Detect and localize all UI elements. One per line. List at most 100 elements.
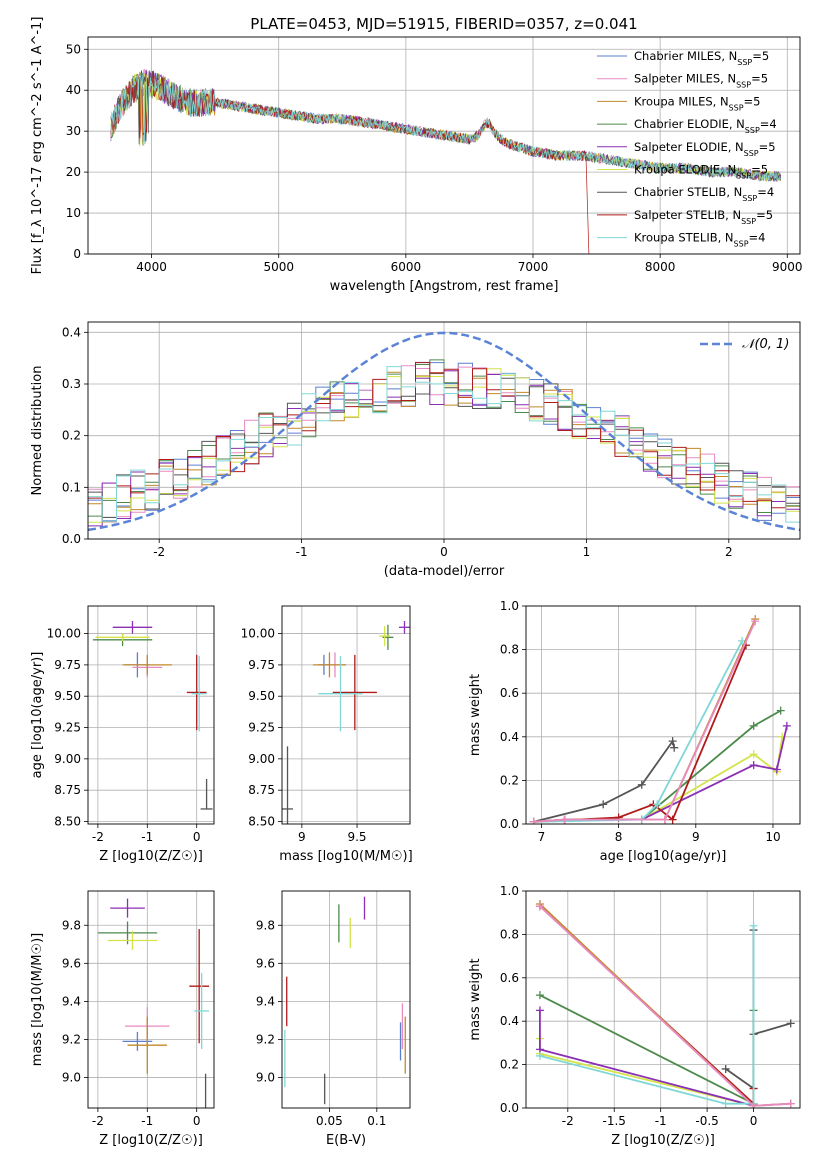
tick-label-y: 9.4	[62, 994, 81, 1008]
weight-marker	[782, 721, 791, 730]
weight-line	[539, 994, 755, 1106]
tick-label-y: 9.6	[62, 956, 81, 970]
tick-label-x: -1.5	[603, 1114, 626, 1128]
plot-area	[92, 621, 213, 810]
tick-label-y: 50	[66, 42, 81, 56]
tick-label-y: 9.4	[256, 994, 275, 1008]
axis-label-x: mass [log10(M/M☉)]	[279, 849, 412, 864]
tick-label-x: 0	[440, 545, 448, 559]
tick-label-y: 0.2	[62, 429, 81, 443]
panel-residuals: -2 -1 0 1 2 0.0 0.1 0.2 0.3 0.4 (data-model)/error…	[30, 321, 801, 579]
weight-line	[539, 925, 755, 1105]
tick-label-y: 9.0	[62, 1071, 81, 1085]
tick-label-x: 5000	[263, 260, 294, 274]
panel-mass-vs-EBV: 0.05 0.1 9.0 9.2 9.4 9.6 9.8 E(B-V)	[256, 890, 411, 1148]
panel-weight-vs-age: 7 8 9 10 0.0 0.2 0.4 0.6 0.8 1.0 age [log10(age/yr…	[468, 599, 801, 864]
legend-label: Kroupa STELIB, NSSP=4	[634, 231, 765, 249]
axes-frame	[525, 890, 801, 1109]
weight-marker	[749, 761, 758, 770]
legend: Chabrier MILES, NSSP=5 Salpeter MILES, NS…	[597, 49, 777, 248]
tick-label-x: -1	[141, 1114, 153, 1128]
axes-frame	[525, 605, 801, 825]
plot-area	[110, 68, 782, 254]
tick-label-y: 8.75	[54, 783, 81, 797]
tick-label-y: 0.2	[500, 1058, 519, 1072]
normal-curve	[88, 331, 800, 532]
weight-marker	[749, 1101, 758, 1108]
weight-line	[539, 1010, 755, 1107]
spectrum-line	[110, 72, 781, 183]
tick-label-x: -0.5	[695, 1114, 718, 1128]
tick-label-x: 9.5	[347, 830, 366, 844]
axis-label-x: Z [log10(Z/Z☉)]	[99, 1133, 203, 1148]
weight-marker	[751, 617, 760, 626]
tick-label-x: 4000	[136, 260, 167, 274]
tick-label-y: 9.2	[256, 1032, 275, 1046]
tick-label-y: 9.00	[54, 752, 81, 766]
axis-label-y: mass [log10(M/M☉)]	[30, 933, 45, 1066]
tick-label-x: -2	[562, 1114, 574, 1128]
tick-label-x: 1	[583, 545, 591, 559]
tick-label-y: 9.25	[54, 721, 81, 735]
spectrum-line	[110, 70, 590, 254]
weight-marker	[535, 1051, 544, 1060]
weight-marker	[535, 902, 544, 911]
axes-frame	[281, 605, 411, 825]
legend-label: 𝒩(0, 1)	[742, 337, 789, 352]
tick-label-y: 9.50	[248, 689, 275, 703]
tick-label-x: 6000	[391, 260, 422, 274]
tick-label-y: 1.0	[500, 884, 519, 898]
weight-marker	[529, 817, 538, 824]
tick-label-y: 10.00	[47, 627, 81, 641]
tick-label-y: 8.50	[248, 814, 275, 828]
tick-label-x: -1	[296, 545, 308, 559]
tick-label-x: 0	[750, 1114, 758, 1128]
tick-label-y: 0.0	[500, 817, 519, 831]
weight-marker	[749, 721, 758, 730]
tick-label-x: -1	[141, 830, 153, 844]
axis-label-y: Flux [f_λ 10^-17 erg cm^-2 s^-1 A^-1]	[30, 17, 45, 275]
plot-area	[284, 896, 406, 1105]
legend-label: Salpeter ELODIE, NSSP=5	[634, 140, 776, 158]
legend-label: Kroupa ELODIE, NSSP=5	[634, 163, 768, 181]
axis-label-x: wavelength [Angstrom, rest frame]	[330, 279, 559, 294]
tick-label-y: 1.0	[500, 599, 519, 613]
weight-marker	[776, 706, 785, 715]
tick-label-y: 9.00	[248, 752, 275, 766]
tick-label-y: 9.50	[54, 689, 81, 703]
plot-area	[535, 900, 795, 1108]
plot-area	[97, 898, 210, 1108]
axes-frame	[281, 890, 411, 1109]
weight-line	[533, 620, 757, 823]
axes-frame	[87, 605, 215, 825]
tick-label-x: 0	[193, 1114, 201, 1128]
weight-marker	[653, 800, 662, 809]
tick-label-y: 0.8	[500, 643, 519, 657]
tick-label-y: 20	[66, 165, 81, 179]
tick-label-y: 8.50	[54, 814, 81, 828]
tick-label-y: 0.3	[62, 377, 81, 391]
weight-marker	[560, 815, 569, 824]
tick-label-y: 9.6	[256, 956, 275, 970]
axis-label-x: (data-model)/error	[384, 564, 505, 579]
tick-label-y: 9.75	[54, 658, 81, 672]
weight-marker	[637, 780, 646, 789]
panel-spectrum: 4000 5000 6000 7000 8000 9000 0 10 20 30 40 50 wavel…	[30, 17, 803, 294]
tick-label-y: 40	[66, 83, 81, 97]
tick-label-x: 9	[692, 830, 700, 844]
weight-marker	[660, 815, 669, 824]
weight-marker	[772, 765, 781, 774]
legend-label: Salpeter STELIB, NSSP=5	[634, 208, 773, 226]
weight-marker	[668, 815, 677, 824]
tick-label-x: 2	[725, 545, 733, 559]
tick-label-x: -1	[655, 1114, 667, 1128]
tick-label-y: 10	[66, 206, 81, 220]
weight-marker	[786, 1099, 795, 1108]
plot-area	[282, 621, 410, 824]
tick-label-y: 9.0	[256, 1071, 275, 1085]
legend-label: Salpeter MILES, NSSP=5	[634, 72, 768, 90]
legend-label: Kroupa MILES, NSSP=5	[634, 94, 760, 112]
axis-label-y: mass weight	[468, 674, 483, 756]
tick-label-x: -2	[92, 830, 104, 844]
weight-marker	[786, 1019, 795, 1028]
